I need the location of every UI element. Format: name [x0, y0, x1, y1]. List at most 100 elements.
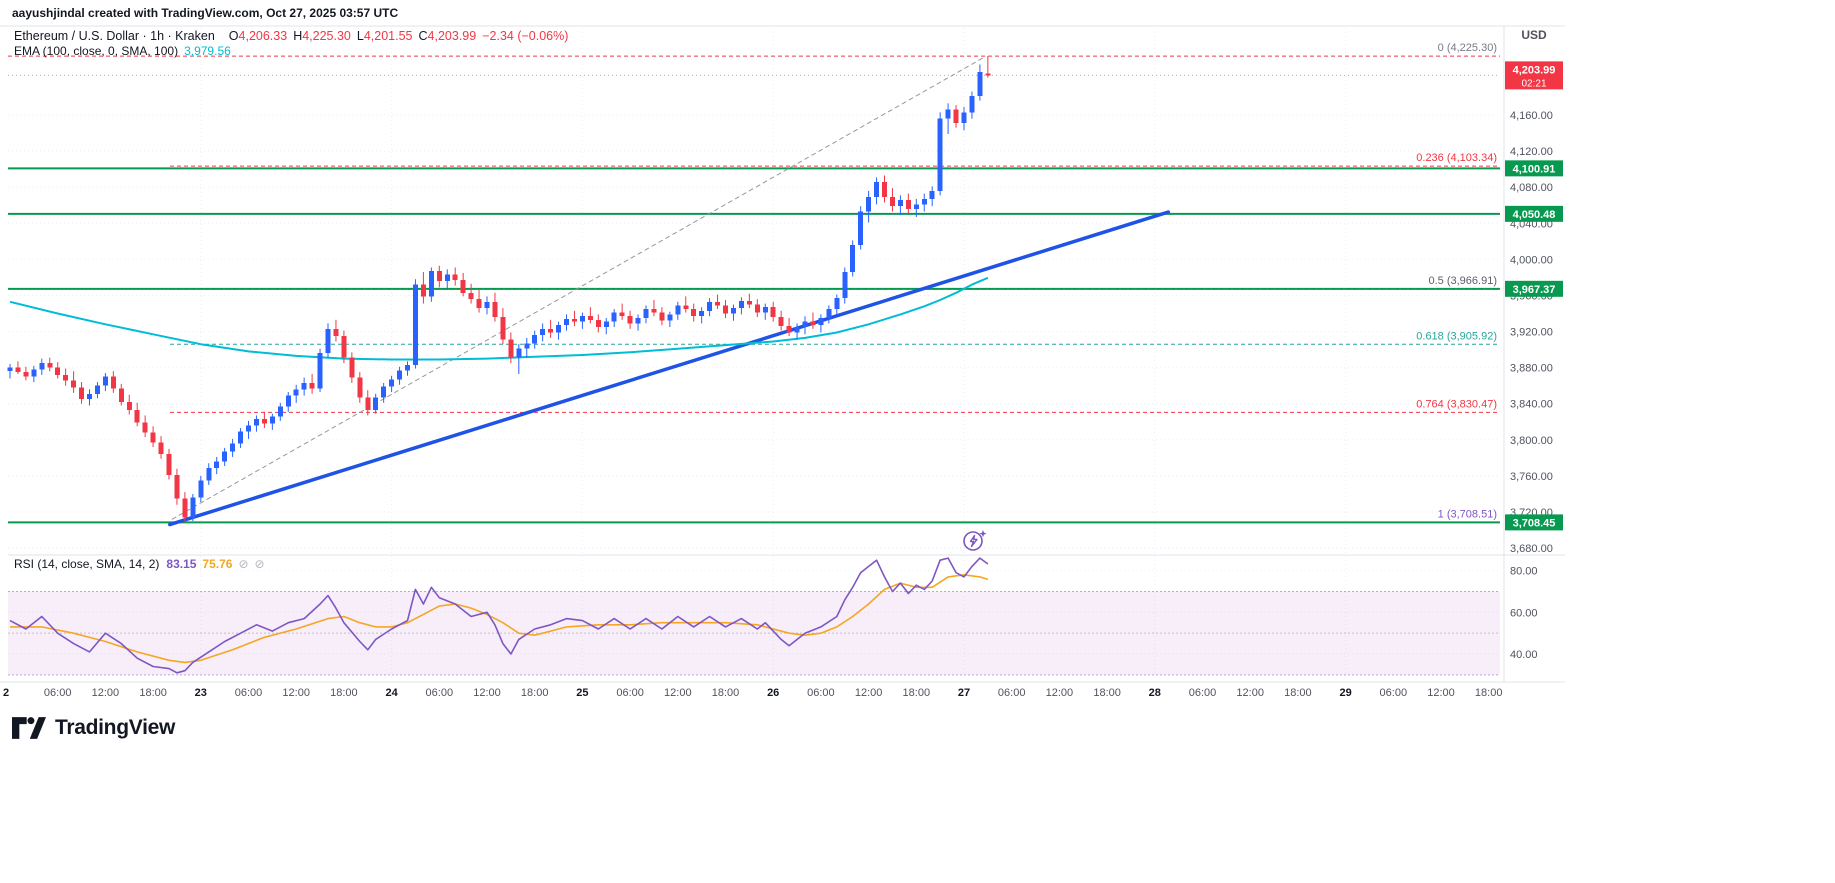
rsi-legend: RSI (14, close, SMA, 14, 2) 83.15 75.76 ⊘ ⊘ — [14, 557, 265, 571]
time-tick: 18:00 — [330, 687, 358, 699]
time-tick: 12:00 — [855, 687, 883, 699]
level-badge-text: 3,967.37 — [1513, 284, 1556, 296]
level-badge — [1505, 280, 1563, 297]
main-legend: Ethereum / U.S. Dollar · 1h · Kraken O4,2… — [14, 29, 568, 43]
level-badge-text: 4,100.91 — [1513, 163, 1556, 175]
rsi-value: 83.15 — [166, 557, 197, 571]
time-tick: 06:00 — [998, 687, 1026, 699]
price-tick: 3,840.00 — [1510, 399, 1553, 411]
price-tick: 3,880.00 — [1510, 363, 1553, 375]
change-value: −2.34 (−0.06%) — [482, 29, 569, 43]
panel-separators — [0, 25, 1565, 683]
time-tick: 12:00 — [664, 687, 692, 699]
fib-label-0.618: 0.618 (3,905.92) — [1416, 330, 1497, 342]
fib-baseline[interactable] — [171, 56, 986, 520]
rsi-lines — [9, 557, 989, 674]
price-axis[interactable]: 4,160.004,120.004,080.004,040.004,000.00… — [1505, 110, 1563, 555]
grid-lines — [8, 28, 1500, 678]
time-tick: 18:00 — [712, 687, 740, 699]
time-tick: 12:00 — [92, 687, 120, 699]
price-tick: 3,920.00 — [1510, 327, 1553, 339]
time-tick: 06:00 — [1380, 687, 1408, 699]
time-tick: 06:00 — [426, 687, 454, 699]
time-tick: 18:00 — [1284, 687, 1312, 699]
open-value: 4,206.33 — [238, 29, 288, 43]
trend-lines[interactable] — [168, 56, 1171, 527]
time-tick-day: 28 — [1149, 687, 1161, 699]
tradingview-logo-text: TradingView — [55, 716, 176, 739]
drawing-marker-icon[interactable] — [960, 526, 990, 554]
rsi-ma-value: 75.76 — [202, 557, 233, 571]
time-tick: 12:00 — [282, 687, 310, 699]
support-trendline[interactable] — [168, 210, 1171, 527]
time-tick: 18:00 — [1093, 687, 1121, 699]
ema-value: 3,979.56 — [184, 44, 231, 58]
price-tick: 4,160.00 — [1510, 110, 1553, 122]
time-tick: 06:00 — [235, 687, 263, 699]
ema-legend: EMA (100, close, 0, SMA, 100) 3,979.56 — [14, 44, 231, 58]
fib-label-1: 1 (3,708.51) — [1438, 508, 1497, 520]
time-tick-day: 25 — [576, 687, 588, 699]
rsi-hidden-icon: ⊘ — [254, 557, 265, 571]
ema-line — [9, 276, 989, 361]
rsi-tick: 80.00 — [1510, 566, 1538, 578]
level-badge — [1505, 205, 1563, 222]
time-tick: 12:00 — [1046, 687, 1074, 699]
time-tick: 06:00 — [1189, 687, 1217, 699]
tradingview-logo-icon — [12, 717, 46, 739]
price-tick: 4,120.00 — [1510, 146, 1553, 158]
time-tick-day: 23 — [195, 687, 207, 699]
rsi-line — [9, 557, 989, 674]
rsi-tick: 40.00 — [1510, 649, 1538, 661]
time-tick-day: 27 — [958, 687, 970, 699]
time-tick-day: 24 — [385, 687, 398, 699]
open-label: O — [228, 29, 239, 43]
rsi-band — [8, 590, 1500, 676]
price-tick: 4,080.00 — [1510, 182, 1553, 194]
rsi-hidden-icon: ⊘ — [238, 557, 249, 571]
low-label: L — [356, 29, 364, 43]
time-tick: 06:00 — [44, 687, 72, 699]
time-tick: 18:00 — [521, 687, 549, 699]
low-value: 4,201.55 — [363, 29, 413, 43]
high-value: 4,225.30 — [302, 29, 351, 43]
price-tick: 3,680.00 — [1510, 543, 1553, 555]
time-tick: 18:00 — [1475, 687, 1503, 699]
close-value: 4,203.99 — [427, 29, 477, 43]
horizontal-lines[interactable] — [8, 167, 1500, 524]
chart-canvas[interactable]: 0 (4,225.30) 0.236 (4,103.34) 0.5 (3,966.9… — [0, 0, 1835, 760]
symbol-title: Ethereum / U.S. Dollar · 1h · Kraken — [14, 29, 215, 43]
time-tick: 18:00 — [903, 687, 931, 699]
rsi-tick: 60.00 — [1510, 607, 1538, 619]
high-label: H — [293, 29, 303, 43]
candlestick-series — [7, 56, 991, 523]
rsi-label: RSI (14, close, SMA, 14, 2) — [14, 557, 160, 571]
level-badge — [1505, 160, 1563, 177]
tradingview-logo[interactable]: TradingView — [12, 716, 175, 740]
fib-label-0.764: 0.764 (3,830.47) — [1416, 398, 1497, 410]
time-tick: 06:00 — [807, 687, 835, 699]
time-axis[interactable]: 2 06:00 12:00 18:00 23 06:00 12:00 18:00 24 06:00… — [3, 687, 1503, 699]
level-badge — [1505, 514, 1563, 531]
time-tick: 12:00 — [1236, 687, 1264, 699]
currency-label: USD — [1521, 28, 1547, 42]
level-badge-text: 3,708.45 — [1513, 517, 1556, 529]
time-tick: 12:00 — [473, 687, 501, 699]
close-label: C — [418, 29, 428, 43]
level-badge-text: 4,050.48 — [1513, 209, 1556, 221]
price-tick: 4,000.00 — [1510, 254, 1553, 266]
time-tick-day: 26 — [767, 687, 779, 699]
fib-label-0.5: 0.5 (3,966.91) — [1429, 275, 1498, 287]
fib-label-0.236: 0.236 (4,103.34) — [1416, 152, 1497, 164]
time-tick: 12:00 — [1427, 687, 1455, 699]
price-tick: 3,800.00 — [1510, 435, 1553, 447]
svg-text:4,203.99: 4,203.99 — [1513, 64, 1556, 76]
time-tick: 06:00 — [616, 687, 644, 699]
rsi-ma-line — [10, 573, 989, 664]
time-tick: 18:00 — [139, 687, 167, 699]
rsi-axis[interactable]: 80.00 60.00 40.00 — [1510, 566, 1538, 661]
last-price-badge: 4,203.99 02:21 — [1505, 61, 1563, 89]
fib-label-0: 0 (4,225.30) — [1438, 42, 1497, 54]
time-tick-day: 2 — [3, 687, 9, 699]
ema-label: EMA (100, close, 0, SMA, 100) — [14, 44, 179, 58]
